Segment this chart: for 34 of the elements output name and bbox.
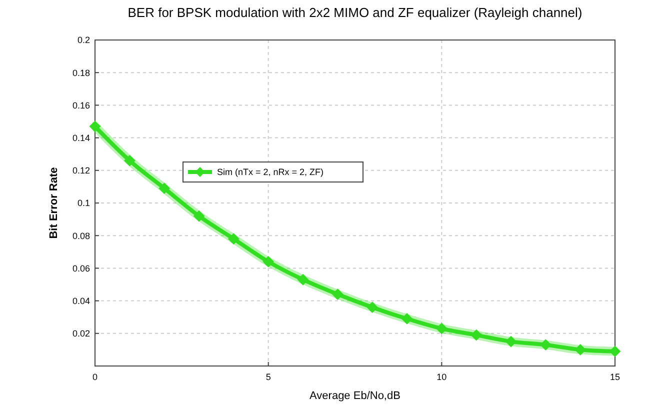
point [540, 339, 552, 350]
y-tick-label: 0.16 [72, 100, 90, 110]
x-axis-title: Average Eb/No,dB [310, 390, 400, 402]
y-tick-label: 0.02 [72, 328, 90, 339]
point [158, 182, 170, 194]
point [262, 256, 274, 268]
y-tick-label: 0.06 [72, 263, 90, 274]
point [124, 155, 136, 166]
point [194, 210, 204, 222]
y-tick-label: 0.18 [72, 68, 90, 78]
point [610, 346, 620, 357]
x-tick-label: 10 [436, 372, 447, 382]
point [402, 313, 412, 324]
y-tick-label: 0.1 [77, 198, 90, 208]
point [436, 323, 448, 334]
point [228, 233, 240, 244]
y-tick-label: 0.04 [72, 296, 90, 306]
y-tick-label: 0.2 [77, 35, 90, 46]
point [506, 336, 516, 348]
chart-title: BER for BPSK modulation with 2x2 MIMO and ZF equalizer (Rayleigh channel) [128, 5, 582, 20]
y-tick-label: 0.12 [72, 166, 90, 176]
point [298, 274, 308, 286]
point [332, 288, 344, 300]
y-tick-label: 0.14 [72, 132, 90, 143]
point [470, 330, 482, 341]
x-tick-label: 15 [610, 372, 620, 382]
point [90, 120, 100, 132]
legend-label: Sim (nTx = 2, nRx = 2, ZF) [217, 167, 324, 178]
y-tick-label: 0.08 [72, 230, 90, 241]
point [366, 302, 378, 313]
x-tick-label: 5 [266, 372, 271, 382]
x-tick-label: 0 [92, 372, 98, 382]
point [574, 344, 586, 356]
y-axis-title: Bit Error Rate [48, 167, 60, 239]
